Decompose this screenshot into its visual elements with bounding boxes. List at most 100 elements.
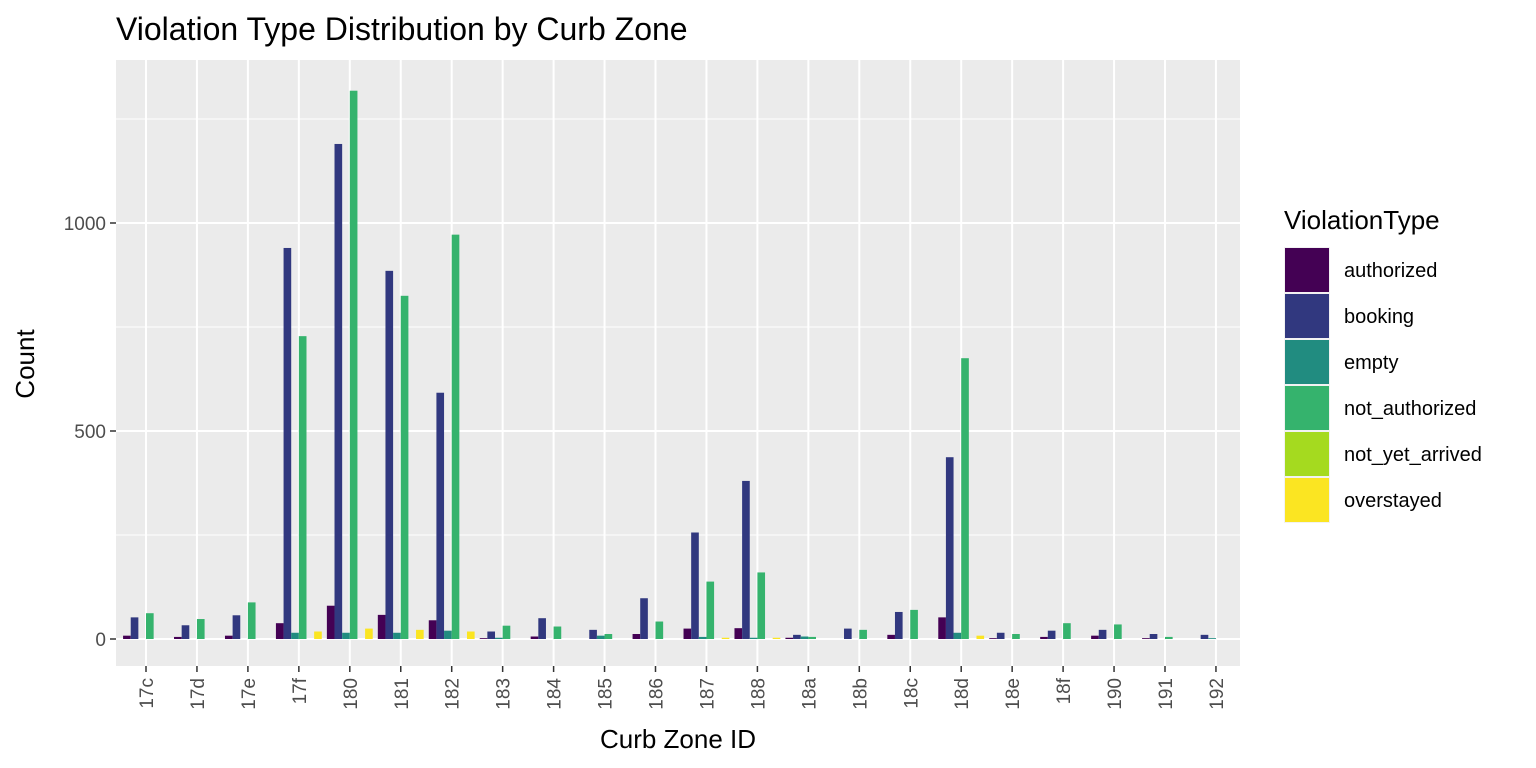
- x-tick-label-181: 181: [392, 678, 413, 710]
- bar-authorized-183: [479, 638, 488, 639]
- bar-authorized-186: [632, 634, 641, 639]
- bar-authorized-18f: [1040, 636, 1048, 639]
- bar-booking-18c: [894, 611, 903, 639]
- bar-booking-184: [538, 618, 546, 639]
- bar-not_authorized-182: [451, 234, 460, 639]
- bar-overstayed-188: [772, 637, 781, 639]
- x-tick-label-185: 185: [596, 678, 617, 710]
- bar-booking-18d: [945, 457, 954, 639]
- x-tick-label-18f: 18f: [1054, 677, 1075, 704]
- x-axis-title: Curb Zone ID: [600, 724, 756, 754]
- x-tick-label-191: 191: [1156, 678, 1177, 710]
- bar-empty-18a: [800, 636, 809, 639]
- bar-not_authorized-18b: [859, 629, 867, 639]
- bar-booking-18a: [793, 634, 801, 639]
- bar-empty-181: [393, 632, 401, 639]
- bar-not_authorized-180: [349, 90, 358, 640]
- bar-authorized-17c: [123, 635, 131, 639]
- bar-overstayed-187: [721, 637, 730, 639]
- legend-swatch-authorized: [1285, 248, 1329, 292]
- legend-label-overstayed: overstayed: [1344, 490, 1442, 512]
- legend-label-empty: empty: [1344, 352, 1398, 374]
- x-tick-label-187: 187: [697, 678, 718, 710]
- bar-not_authorized-18a: [808, 636, 816, 639]
- bar-empty-18d: [953, 632, 962, 639]
- bar-empty-180: [342, 632, 350, 639]
- bar-not_authorized-185: [604, 634, 613, 639]
- bar-empty-183: [495, 637, 503, 639]
- x-tick-label-18d: 18d: [952, 678, 973, 710]
- bar-booking-191: [1149, 634, 1158, 639]
- bar-booking-186: [640, 598, 648, 639]
- bar-booking-183: [487, 631, 496, 639]
- bar-authorized-190: [1091, 635, 1099, 639]
- bar-authorized-188: [734, 628, 743, 639]
- bar-not_authorized-186: [655, 621, 664, 639]
- bar-empty-185: [596, 635, 605, 639]
- bar-authorized-18c: [887, 634, 895, 639]
- bar-authorized-182: [428, 620, 437, 639]
- bar-not_authorized-190: [1114, 624, 1122, 639]
- legend-label-authorized: authorized: [1344, 260, 1437, 282]
- bar-empty-17f: [291, 632, 299, 639]
- bar-not_authorized-18c: [910, 609, 918, 639]
- bar-not_authorized-191: [1165, 636, 1173, 639]
- legend-swatch-not_yet_arrived: [1285, 432, 1329, 476]
- x-tick-label-192: 192: [1207, 678, 1228, 710]
- bar-not_authorized-188: [757, 572, 766, 639]
- y-axis: 0 500 1000: [64, 214, 116, 651]
- x-tick-label-18a: 18a: [799, 678, 820, 710]
- bar-overstayed-18d: [976, 635, 985, 639]
- legend-swatch-overstayed: [1285, 478, 1329, 522]
- bar-booking-17d: [181, 625, 190, 639]
- bar-not_authorized-17d: [196, 619, 205, 639]
- bar-booking-17e: [232, 615, 241, 639]
- x-axis: 17c 17d 17e 17f 180 181 182 183 184 185 186 187 188 1…: [137, 666, 1228, 710]
- bar-not_authorized-17e: [247, 602, 256, 639]
- bar-not_authorized-18e: [1012, 634, 1020, 639]
- bar-not_authorized-18d: [961, 358, 969, 639]
- bar-authorized-17e: [224, 635, 233, 639]
- bar-booking-192: [1200, 634, 1209, 639]
- x-tick-label-17e: 17e: [239, 678, 260, 710]
- bar-overstayed-17f: [314, 631, 322, 639]
- x-tick-label-18e: 18e: [1003, 678, 1024, 710]
- bar-authorized-18e: [989, 638, 997, 639]
- bar-overstayed-180: [365, 628, 373, 639]
- y-tick-label: 500: [74, 422, 106, 443]
- bar-booking-17c: [130, 617, 139, 639]
- x-tick-label-18c: 18c: [901, 678, 922, 709]
- x-tick-label-186: 186: [647, 678, 668, 710]
- bar-not_authorized-187: [706, 581, 715, 639]
- x-tick-label-17f: 17f: [290, 677, 311, 704]
- bar-overstayed-182: [466, 631, 475, 639]
- legend: ViolationType authorized booking empty not_…: [1284, 205, 1482, 523]
- bar-authorized-181: [377, 614, 386, 639]
- x-tick-label-183: 183: [494, 678, 515, 710]
- bars: [123, 90, 1216, 640]
- x-tick-label-188: 188: [748, 678, 769, 710]
- legend-items: authorized booking empty not_authorized not_…: [1284, 247, 1482, 523]
- bar-authorized-17d: [174, 636, 182, 639]
- bar-booking-180: [334, 143, 343, 639]
- chart-title: Violation Type Distribution by Curb Zone: [116, 11, 688, 47]
- y-tick-label: 0: [95, 630, 106, 651]
- legend-label-not_authorized: not_authorized: [1344, 398, 1476, 420]
- bar-not_authorized-183: [502, 625, 511, 639]
- bar-authorized-180: [326, 605, 335, 639]
- x-tick-label-184: 184: [545, 678, 566, 710]
- bar-not_authorized-181: [400, 295, 409, 639]
- legend-swatch-booking: [1285, 294, 1329, 338]
- bar-empty-182: [444, 630, 452, 639]
- bar-booking-190: [1098, 629, 1107, 639]
- bar-booking-18b: [844, 628, 852, 639]
- bar-booking-187: [691, 532, 699, 639]
- bar-booking-182: [436, 392, 445, 639]
- x-tick-label-17c: 17c: [137, 678, 158, 709]
- legend-swatch-empty: [1285, 340, 1329, 384]
- bar-overstayed-181: [416, 629, 424, 639]
- x-tick-label-180: 180: [341, 678, 362, 710]
- bar-authorized-184: [530, 636, 539, 639]
